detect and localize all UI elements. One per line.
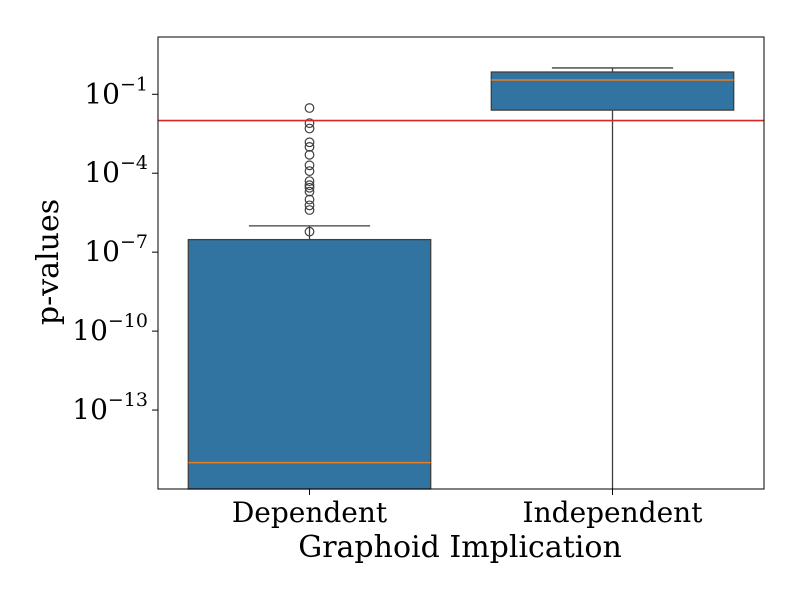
dependent-outlier-13 <box>304 200 315 211</box>
dependent-box <box>187 238 432 490</box>
plot-frame <box>157 36 765 490</box>
y-axis-label: p-values <box>31 199 66 325</box>
y-tick-label-2: 10−7 <box>84 231 148 268</box>
y-tick-label-4: 10−13 <box>72 389 148 426</box>
dependent-outlier-7 <box>304 166 315 177</box>
dependent-outlier-0 <box>304 103 315 113</box>
dependent-outlier-3 <box>304 137 315 148</box>
x-tick-layer: Dependent Independent <box>232 489 703 529</box>
dependent-outlier-4 <box>304 141 315 152</box>
x-tick-label-1: Independent <box>523 496 704 529</box>
dependent-outlier-6 <box>304 160 315 171</box>
dependent-outlier-12 <box>304 194 315 205</box>
dependent-outlier-9 <box>304 180 315 191</box>
x-tick-label-0: Dependent <box>232 496 388 529</box>
dependent-outlier-1 <box>304 118 315 129</box>
dependent-outlier-14 <box>304 205 315 215</box>
dependent-outlier-8 <box>304 176 315 187</box>
plot-layer <box>157 36 765 490</box>
dependent-outlier-15 <box>304 226 315 237</box>
y-tick-label-0: 10−1 <box>84 73 148 110</box>
independent-box <box>490 71 735 111</box>
dependent-outlier-5 <box>304 149 315 160</box>
dependent-outlier-10 <box>304 182 315 193</box>
dependent-outlier-2 <box>304 123 315 134</box>
dependent-outlier-11 <box>304 186 315 197</box>
y-tick-label-3: 10−10 <box>72 310 148 347</box>
y-tick-layer: 10−1 10−4 10−7 10−10 10−13 <box>72 73 158 426</box>
x-axis-label: Graphoid Implication <box>298 530 622 565</box>
y-tick-label-1: 10−4 <box>84 152 148 189</box>
